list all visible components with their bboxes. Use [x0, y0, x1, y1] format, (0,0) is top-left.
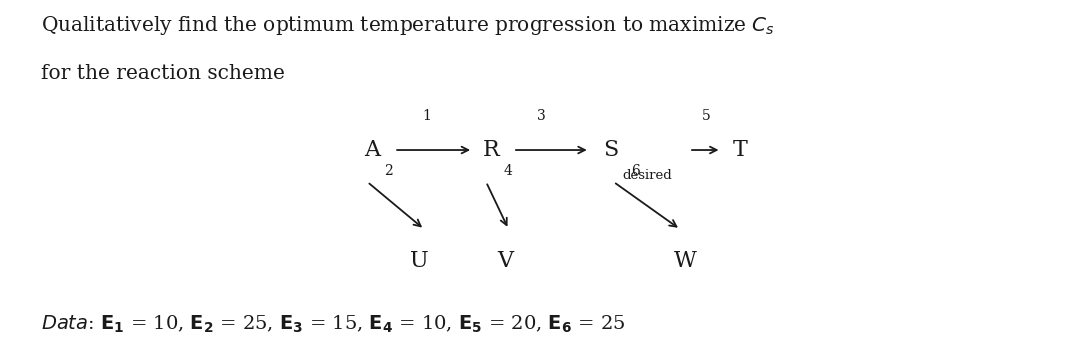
Text: desired: desired: [622, 169, 672, 183]
Text: 2: 2: [384, 164, 393, 178]
Text: $\it{Data}$: $\mathbf{E_1}$ = 10, $\mathbf{E_2}$ = 25, $\mathbf{E_3}$ = 15, $\ma: $\it{Data}$: $\mathbf{E_1}$ = 10, $\math…: [41, 314, 625, 335]
Text: R: R: [483, 139, 500, 161]
Text: T: T: [732, 139, 747, 161]
Text: U: U: [409, 250, 429, 272]
Text: 6: 6: [631, 164, 639, 178]
Text: Qualitatively find the optimum temperature progression to maximize $C_s$: Qualitatively find the optimum temperatu…: [41, 14, 775, 37]
Text: 5: 5: [702, 109, 711, 124]
Text: 3: 3: [537, 109, 546, 124]
Text: W: W: [674, 250, 698, 272]
Text: 4: 4: [503, 164, 512, 178]
Text: V: V: [498, 250, 513, 272]
Text: for the reaction scheme: for the reaction scheme: [41, 64, 285, 83]
Text: 1: 1: [422, 109, 431, 124]
Text: A: A: [365, 139, 380, 161]
Text: S: S: [603, 139, 618, 161]
